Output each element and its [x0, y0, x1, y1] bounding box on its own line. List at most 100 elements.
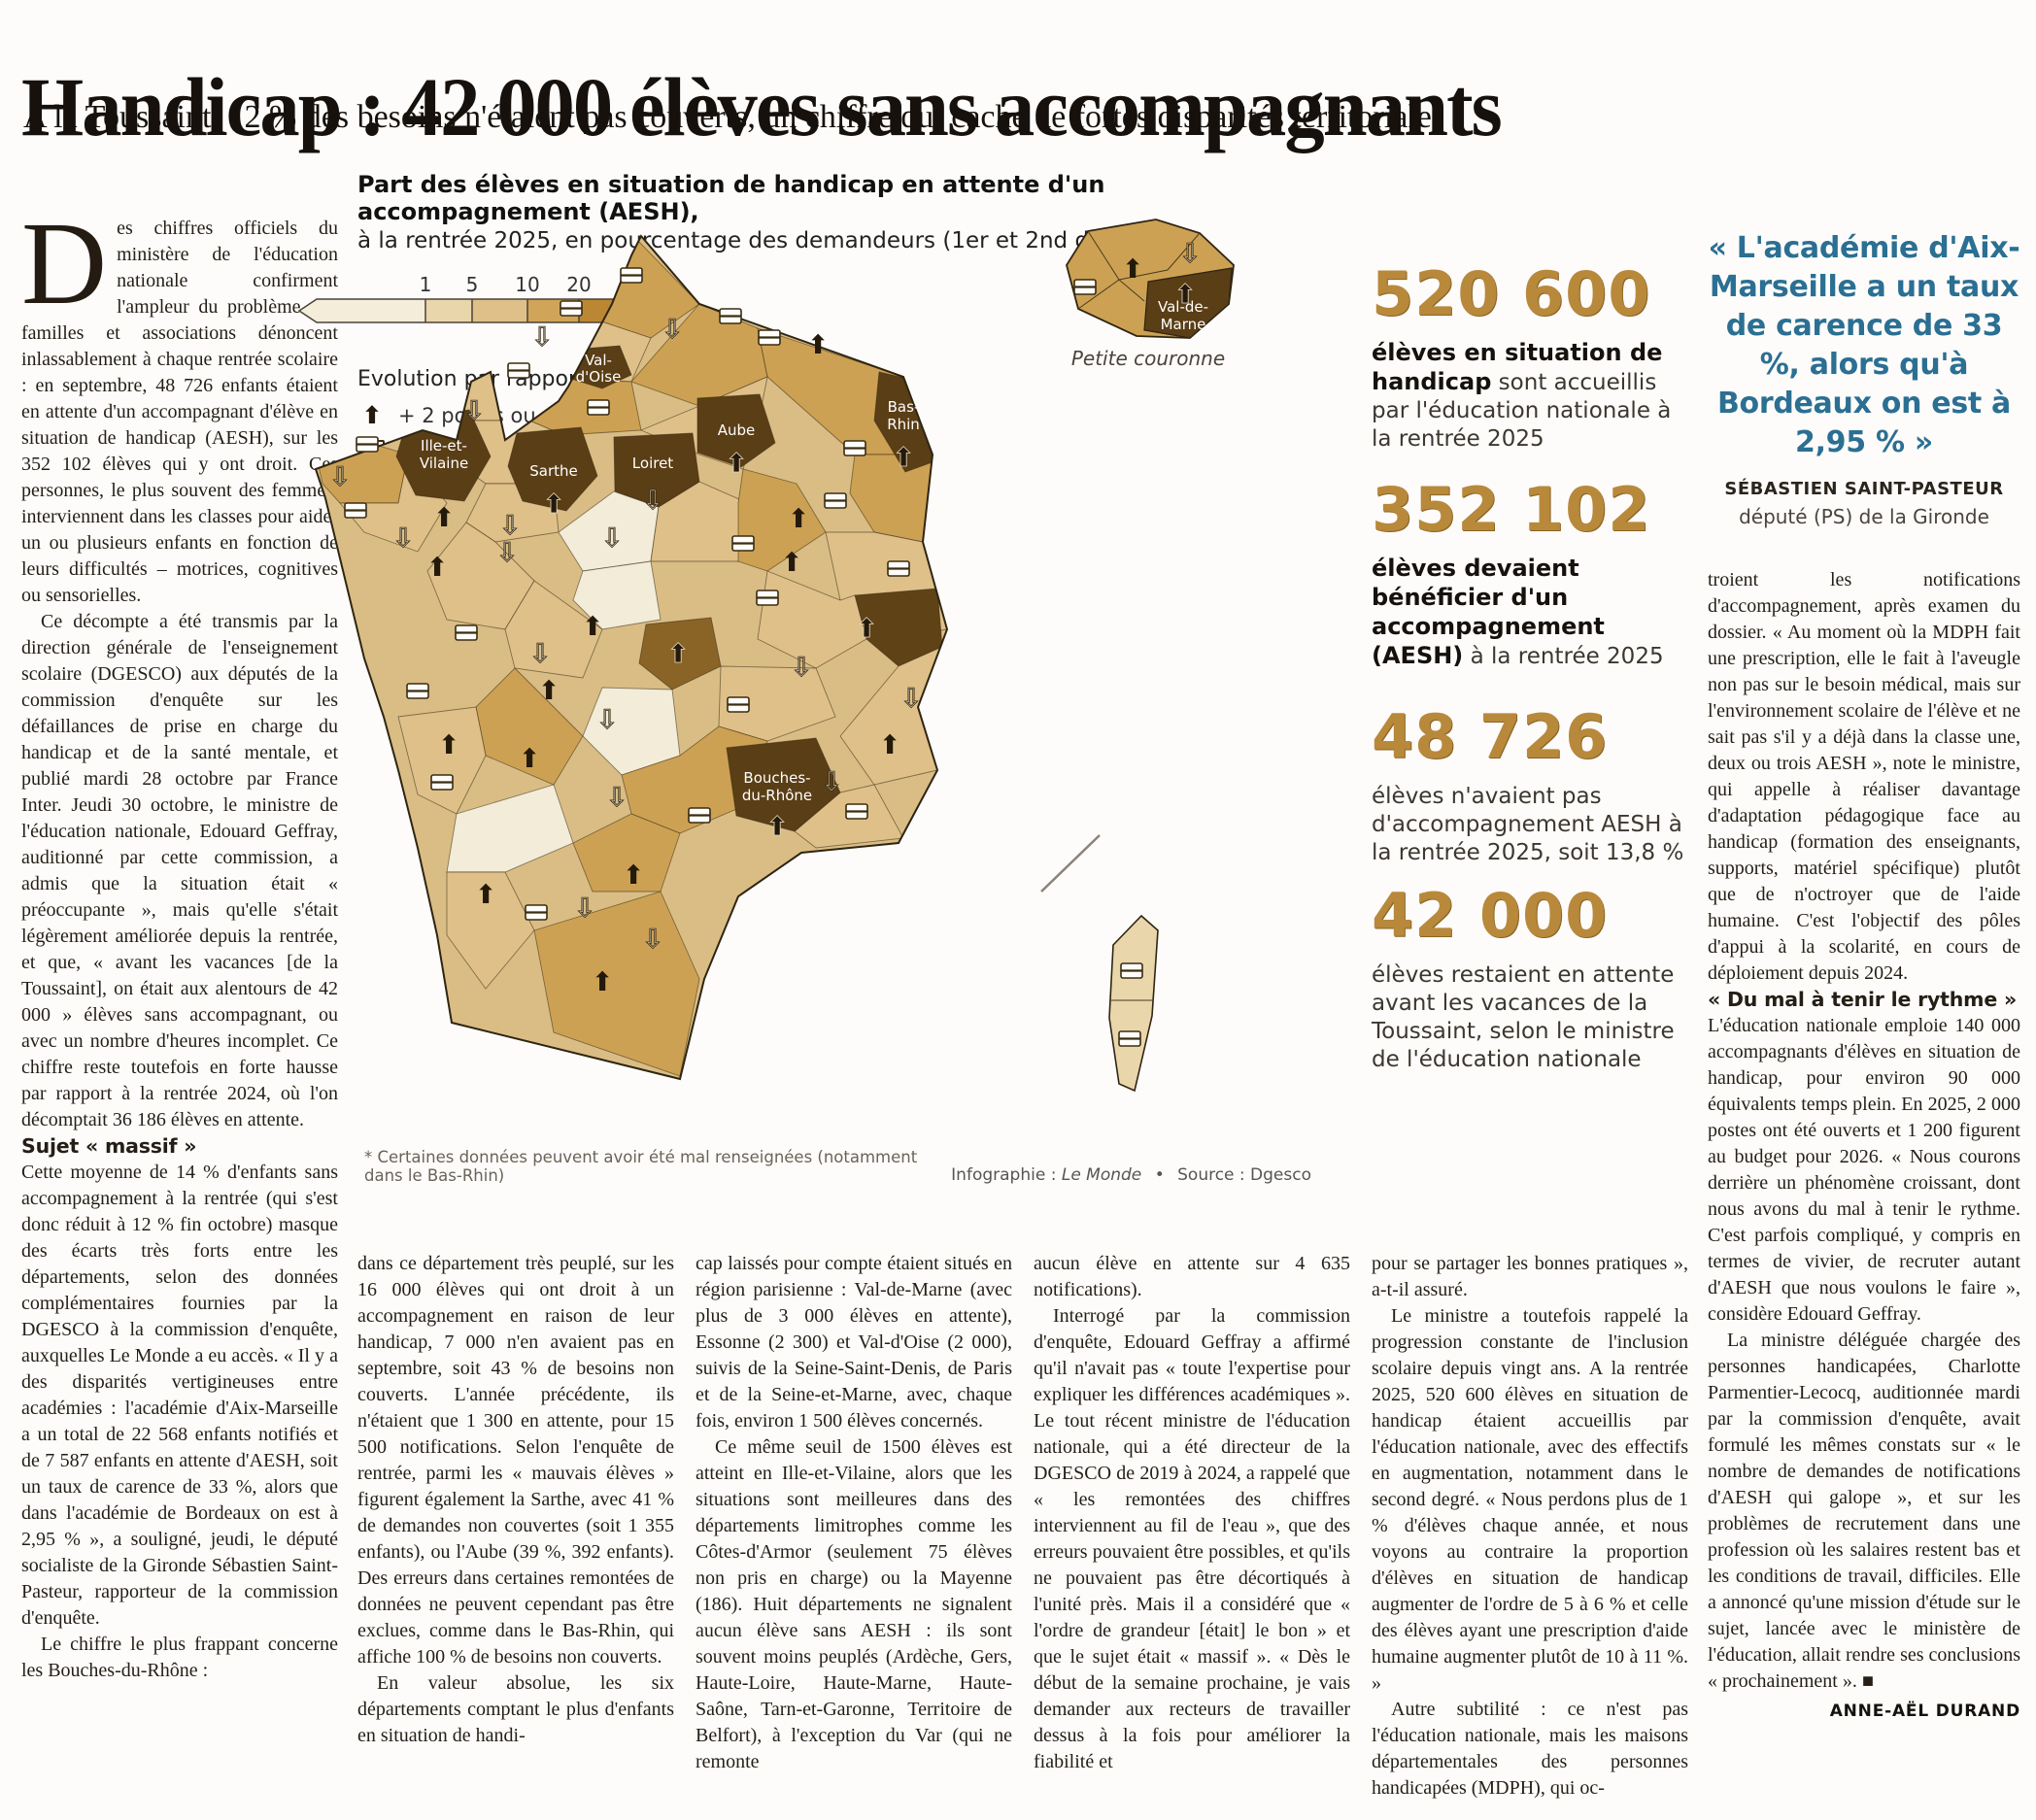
paragraph: aucun élève en attente sur 4 635 notific… — [1034, 1253, 1350, 1300]
dept-label-val-doise: Val- — [585, 352, 612, 369]
svg-text:⬆: ⬆ — [623, 860, 645, 891]
dept-label-loiret: Loiret — [632, 455, 674, 472]
inset-caption: Petite couronne — [1071, 347, 1225, 370]
svg-text:⇩: ⇩ — [821, 767, 843, 797]
quote-role: député (PS) de la Gironde — [1739, 505, 1989, 528]
credit-line: Infographie : Le Monde • Source : Dgesco — [951, 1165, 1311, 1185]
svg-text:⇩: ⇩ — [791, 653, 813, 683]
paragraph: pour se partager les bonnes pratiques »,… — [1372, 1253, 1688, 1300]
svg-text:⬆: ⬆ — [538, 676, 560, 706]
paragraph: En valeur absolue, les six départements … — [357, 1672, 674, 1746]
petite-couronne-inset — [1066, 219, 1235, 339]
svg-text:⬆: ⬆ — [856, 614, 878, 644]
article-column-6: « L'académie d'Aix-Marseille a un taux d… — [1708, 165, 2020, 1725]
svg-text:⬆: ⬆ — [592, 967, 614, 997]
dept-label-val-de-marne: Val-de- — [1158, 298, 1208, 316]
stat-value: 42 000 — [1372, 880, 1609, 951]
svg-text:⬆: ⬆ — [879, 730, 901, 760]
paragraph: L'éducation nationale emploie 140 000 ac… — [1708, 1015, 2020, 1325]
drop-cap: D — [21, 198, 108, 329]
stat-block: 42 000 élèves restaient en attente avant… — [1372, 880, 1692, 1074]
scale-tick: 5 — [466, 274, 479, 296]
paragraph: cap laissés pour compte étaient situés e… — [696, 1253, 1012, 1432]
svg-text:⇩: ⇩ — [601, 523, 624, 554]
map-title-sub: à la rentrée 2025, en pourcentage des de… — [357, 228, 1171, 253]
dept-label-bouches-du-rhone: Bouches- — [743, 769, 810, 787]
svg-text:⬆: ⬆ — [893, 443, 915, 473]
svg-text:⇩: ⇩ — [531, 322, 554, 353]
paragraph: Ce décompte a été transmis par la direct… — [21, 611, 338, 1130]
svg-text:⇩: ⇩ — [499, 511, 522, 541]
svg-text:⬆: ⬆ — [433, 503, 456, 533]
stat-block: 520 600 élèves en situation de handicap … — [1372, 258, 1692, 454]
val-de-marne-region — [1143, 267, 1233, 339]
svg-text:⬆: ⬆ — [807, 330, 830, 360]
scale-tick: 10 — [515, 274, 539, 296]
article-column-4: aucun élève en attente sur 4 635 notific… — [1034, 1251, 1350, 1775]
svg-text:⬆: ⬆ — [766, 812, 789, 842]
infographic-footer: * Certaines données peuvent avoir été ma… — [364, 1148, 1311, 1185]
map-title: Part des élèves en situation de handicap… — [357, 171, 1329, 253]
svg-text:⇩: ⇩ — [642, 486, 664, 516]
subhead: A la Toussaint, 12 % des besoins n'étaie… — [23, 99, 1445, 135]
svg-text:Vilaine: Vilaine — [420, 455, 468, 472]
page-title: Handicap : 42 000 élèves sans accompagna… — [21, 59, 1503, 153]
stat-block: 48 726 élèves n'avaient pas d'accompagne… — [1372, 701, 1692, 867]
bullet-icon: • — [1154, 1165, 1165, 1185]
svg-text:⇩: ⇩ — [392, 523, 415, 554]
svg-text:⬆: ⬆ — [781, 548, 803, 578]
source-label: Source : Dgesco — [1177, 1165, 1311, 1185]
svg-text:⬆: ⬆ — [475, 880, 497, 910]
svg-text:⇩: ⇩ — [642, 925, 664, 955]
svg-text:⇩: ⇩ — [574, 893, 596, 924]
article-column-2: dans ce département très peuplé, sur les… — [357, 1251, 674, 1749]
paragraph: dans ce département très peuplé, sur les… — [357, 1253, 674, 1668]
paragraph: Cette moyenne de 14 % d'enfants sans acc… — [21, 1162, 338, 1629]
map-separator-line — [1040, 834, 1101, 893]
paragraph: La ministre déléguée chargée des personn… — [1708, 1330, 2020, 1692]
section-header: « Du mal à tenir le rythme » — [1708, 988, 2018, 1011]
quote-author: SÉBASTIEN SAINT-PASTEUR — [1724, 479, 2004, 499]
paragraph: troient les notifications d'accompagneme… — [1708, 569, 2020, 984]
france-choropleth-map: Val- d'Oise Bas- Rhin Ille-et- Vilaine S… — [311, 212, 1321, 1144]
stat-caption: élèves n'avaient pas d'accompagnement AE… — [1372, 784, 1684, 865]
stat-caption: élèves devaient bénéficier d'un accompag… — [1372, 555, 1664, 669]
dept-label-sarthe: Sarthe — [529, 462, 578, 480]
up-arrow-icon: ⬆ — [361, 401, 383, 429]
article-column-3: cap laissés pour compte étaient situés e… — [696, 1251, 1012, 1775]
paragraph: Le chiffre le plus frappant concerne les… — [21, 1634, 338, 1681]
svg-text:⇩: ⇩ — [662, 315, 684, 345]
svg-text:⬆: ⬆ — [1174, 280, 1197, 310]
svg-text:⇩: ⇩ — [900, 684, 923, 714]
svg-text:⇩: ⇩ — [463, 396, 486, 426]
paragraph: Ce même seuil de 1500 élèves est atteint… — [696, 1436, 1012, 1772]
svg-text:⇩: ⇩ — [606, 783, 628, 813]
svg-text:d'Oise: d'Oise — [576, 368, 622, 386]
svg-text:⬆: ⬆ — [582, 612, 604, 642]
svg-text:du-Rhône: du-Rhône — [742, 787, 812, 804]
scale-tick: 20 — [566, 274, 591, 296]
paragraph: Interrogé par la commission d'enquête, E… — [1034, 1305, 1350, 1772]
stat-caption: élèves en situation de handicap sont acc… — [1372, 339, 1672, 452]
svg-text:⬆: ⬆ — [1122, 254, 1144, 285]
dept-label-bas-rhin: Bas- — [888, 398, 920, 416]
brand-name: Le Monde — [1061, 1165, 1142, 1185]
svg-text:⇩: ⇩ — [529, 639, 552, 669]
article-column-5: pour se partager les bonnes pratiques »,… — [1372, 1251, 1688, 1802]
svg-text:⬆: ⬆ — [519, 744, 541, 774]
pull-quote: « L'académie d'Aix-Marseille a un taux d… — [1708, 231, 2020, 459]
svg-text:⬆: ⬆ — [788, 504, 810, 534]
svg-text:⬆: ⬆ — [667, 639, 690, 669]
paragraph: Autre subtilité : ce n'est pas l'éducati… — [1372, 1699, 1688, 1799]
svg-text:⬆: ⬆ — [726, 449, 748, 479]
stat-caption: élèves restaient en attente avant les va… — [1372, 962, 1675, 1072]
stat-value: 352 102 — [1372, 474, 1651, 545]
dept-label-aube: Aube — [718, 421, 756, 439]
dept-label-ille-et-vilaine: Ille-et- — [421, 437, 467, 455]
paragraph: Le ministre a toutefois rappelé la progr… — [1372, 1305, 1688, 1694]
author-byline: ANNE-AËL DURAND — [1829, 1702, 2020, 1721]
map-title-bold: Part des élèves en situation de handicap… — [357, 171, 1105, 225]
scale-tick: 1 — [420, 274, 432, 296]
